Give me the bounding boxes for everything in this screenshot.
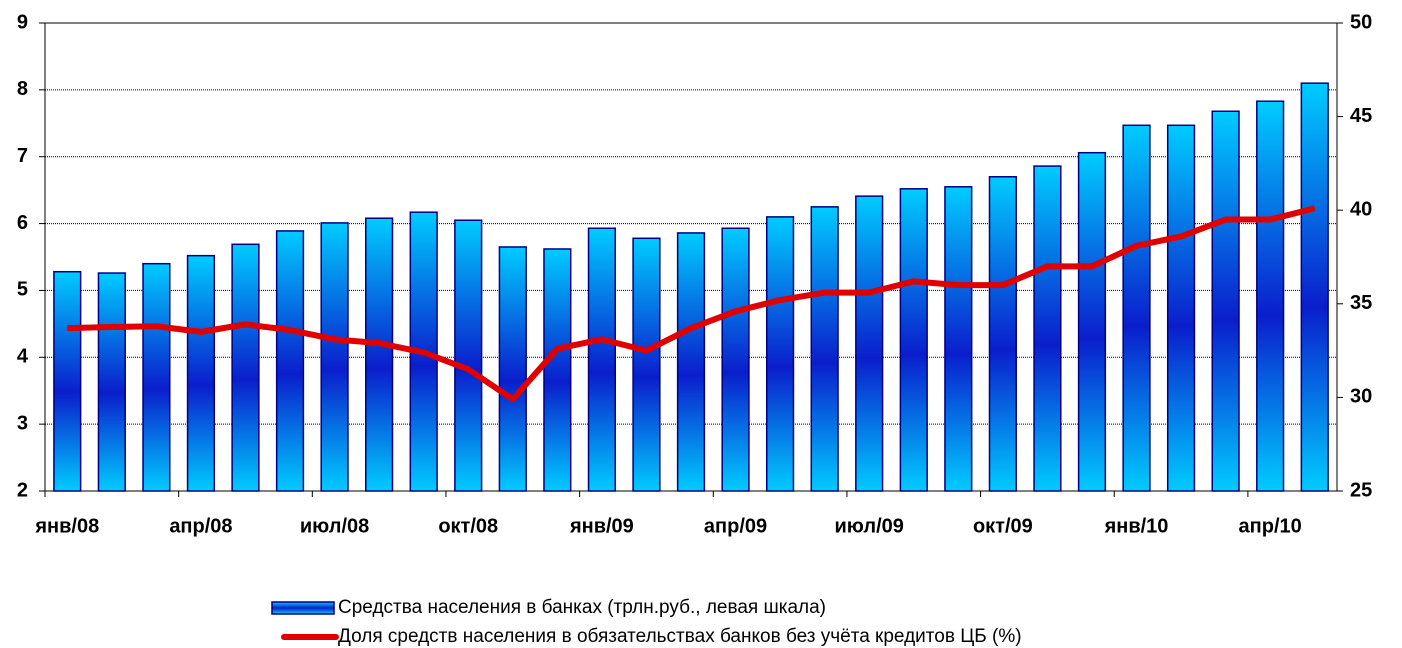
bar <box>1122 124 1151 492</box>
bar <box>97 272 126 492</box>
y2-tick-label: 35 <box>1350 292 1372 314</box>
bar <box>320 222 349 492</box>
bar <box>632 237 661 492</box>
y-tick-label: 4 <box>17 346 29 368</box>
y-tick-label: 5 <box>17 279 28 301</box>
x-tick-label: янв/10 <box>1104 515 1169 537</box>
bar <box>454 219 483 492</box>
y2-tick-label: 40 <box>1350 198 1372 220</box>
bar <box>988 176 1017 492</box>
y2-tick-label: 50 <box>1350 11 1372 33</box>
x-tick-label: окт/09 <box>973 515 1033 537</box>
bar <box>899 188 928 492</box>
x-tick-label: июл/08 <box>300 515 369 537</box>
bar <box>53 270 82 492</box>
bar <box>498 246 527 492</box>
legend-label: Доля средств населения в обязательствах … <box>338 626 1022 647</box>
bar <box>186 254 216 492</box>
x-tick-label: янв/09 <box>569 515 634 537</box>
legend-label: Средства населения в банках (трлн.руб., … <box>338 597 826 618</box>
legend-swatch <box>271 601 335 615</box>
bar <box>676 232 706 492</box>
y2-tick-label: 45 <box>1350 105 1372 127</box>
x-tick-label: июл/09 <box>835 515 904 537</box>
bar <box>231 243 260 492</box>
y-tick-label: 6 <box>17 212 28 234</box>
bar <box>810 206 839 492</box>
y-tick-label: 9 <box>17 11 28 33</box>
bar <box>765 216 795 492</box>
bar <box>275 230 305 492</box>
y2-tick-label: 30 <box>1350 386 1372 408</box>
bar <box>1211 110 1240 492</box>
x-tick-label: апр/10 <box>1239 515 1302 537</box>
y-tick-label: 8 <box>17 78 28 100</box>
bar <box>1033 165 1062 492</box>
bar <box>365 217 394 492</box>
bar <box>1077 151 1107 492</box>
bar <box>855 195 884 492</box>
bar <box>1256 100 1285 492</box>
bar <box>721 227 750 492</box>
y2-tick-label: 25 <box>1350 479 1372 501</box>
bar <box>587 227 617 492</box>
y-tick-label: 2 <box>17 479 28 501</box>
bar <box>543 248 572 492</box>
x-tick-label: янв/08 <box>34 515 99 537</box>
bar <box>142 262 171 492</box>
x-tick-label: апр/08 <box>169 515 232 537</box>
bar <box>1166 124 1196 492</box>
bar <box>944 186 973 492</box>
x-tick-label: апр/09 <box>704 515 767 537</box>
y-tick-label: 3 <box>17 412 28 434</box>
x-tick-label: окт/08 <box>438 515 498 537</box>
bar <box>1300 82 1329 492</box>
line <box>67 205 1316 403</box>
y-tick-label: 7 <box>17 145 28 167</box>
